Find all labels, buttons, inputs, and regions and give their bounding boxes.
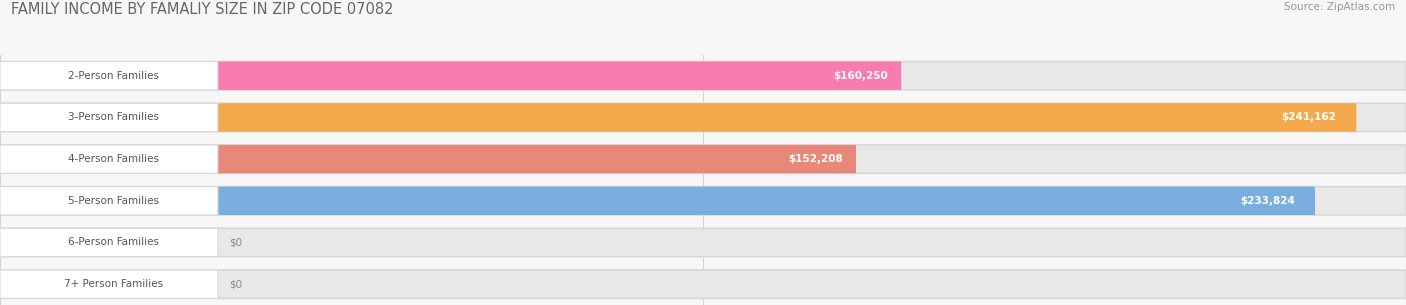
FancyBboxPatch shape (0, 187, 218, 215)
FancyBboxPatch shape (0, 228, 1406, 257)
Text: Source: ZipAtlas.com: Source: ZipAtlas.com (1284, 2, 1395, 12)
FancyBboxPatch shape (0, 270, 1406, 298)
FancyBboxPatch shape (0, 103, 218, 131)
FancyBboxPatch shape (0, 187, 1315, 215)
FancyBboxPatch shape (0, 145, 218, 173)
FancyBboxPatch shape (0, 62, 1406, 90)
FancyBboxPatch shape (0, 62, 901, 90)
Text: $160,250: $160,250 (832, 71, 887, 81)
FancyBboxPatch shape (0, 145, 856, 173)
Text: $241,162: $241,162 (1281, 113, 1336, 122)
Text: 2-Person Families: 2-Person Families (67, 71, 159, 81)
Text: $0: $0 (229, 238, 242, 247)
Text: $233,824: $233,824 (1240, 196, 1295, 206)
FancyBboxPatch shape (0, 62, 218, 90)
Text: 7+ Person Families: 7+ Person Families (63, 279, 163, 289)
FancyBboxPatch shape (0, 103, 1357, 131)
FancyBboxPatch shape (0, 270, 218, 298)
FancyBboxPatch shape (0, 228, 218, 257)
Text: 5-Person Families: 5-Person Families (67, 196, 159, 206)
Text: 6-Person Families: 6-Person Families (67, 238, 159, 247)
Text: $0: $0 (229, 279, 242, 289)
Text: $152,208: $152,208 (789, 154, 844, 164)
Text: 4-Person Families: 4-Person Families (67, 154, 159, 164)
FancyBboxPatch shape (0, 103, 1406, 131)
Text: 3-Person Families: 3-Person Families (67, 113, 159, 122)
Text: FAMILY INCOME BY FAMALIY SIZE IN ZIP CODE 07082: FAMILY INCOME BY FAMALIY SIZE IN ZIP COD… (11, 2, 394, 16)
FancyBboxPatch shape (0, 145, 1406, 173)
FancyBboxPatch shape (0, 187, 1406, 215)
